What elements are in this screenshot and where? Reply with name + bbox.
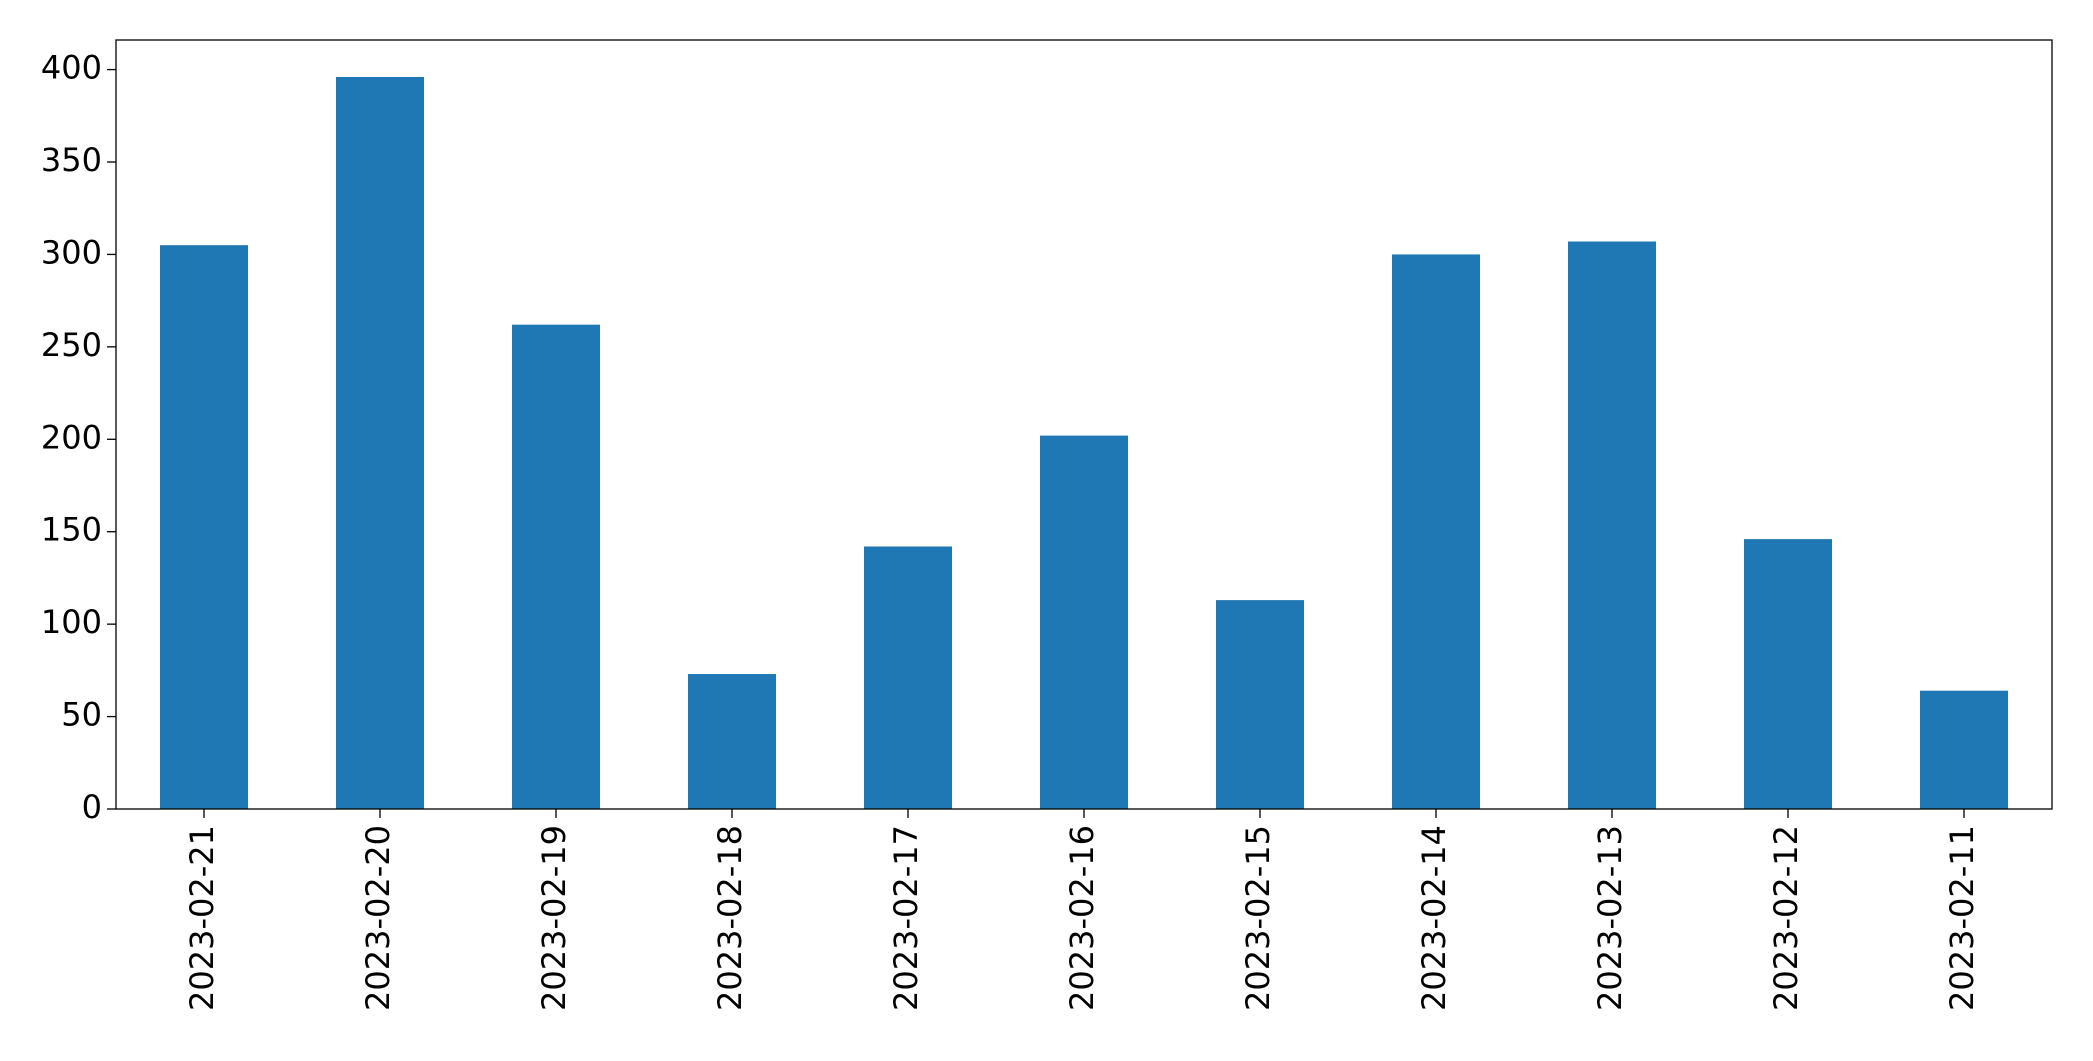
bar xyxy=(512,324,600,809)
bar xyxy=(160,245,248,809)
x-tick-label: 2023-02-19 xyxy=(535,825,573,1011)
x-tick-label: 2023-02-14 xyxy=(1415,825,1453,1011)
x-tick-label: 2023-02-20 xyxy=(359,825,397,1011)
x-tick-label: 2023-02-17 xyxy=(887,825,925,1011)
x-tick-label: 2023-02-11 xyxy=(1943,825,1981,1011)
x-tick-label: 2023-02-13 xyxy=(1591,825,1629,1011)
y-tick-label: 150 xyxy=(41,511,102,549)
y-tick-label: 200 xyxy=(41,418,102,456)
x-tick-label: 2023-02-18 xyxy=(711,825,749,1011)
bar xyxy=(1744,539,1832,809)
y-tick-label: 100 xyxy=(41,603,102,641)
y-tick-label: 350 xyxy=(41,141,102,179)
x-tick-label: 2023-02-12 xyxy=(1767,825,1805,1011)
plot-frame xyxy=(115,39,2053,810)
bar xyxy=(1216,600,1304,809)
y-tick-label: 300 xyxy=(41,233,102,271)
bar xyxy=(1392,254,1480,810)
bar xyxy=(336,76,424,810)
y-tick-label: 400 xyxy=(41,49,102,87)
bar xyxy=(688,674,776,809)
x-tick-label: 2023-02-15 xyxy=(1239,825,1277,1011)
x-tick-label: 2023-02-21 xyxy=(183,825,221,1011)
bar xyxy=(864,546,952,809)
y-tick-label: 250 xyxy=(41,326,102,364)
bar xyxy=(1040,435,1128,809)
bar xyxy=(1920,690,2008,809)
y-tick-label: 0 xyxy=(82,788,102,826)
y-tick-label: 50 xyxy=(61,696,102,734)
bar xyxy=(1568,241,1656,809)
x-tick-label: 2023-02-16 xyxy=(1063,825,1101,1011)
